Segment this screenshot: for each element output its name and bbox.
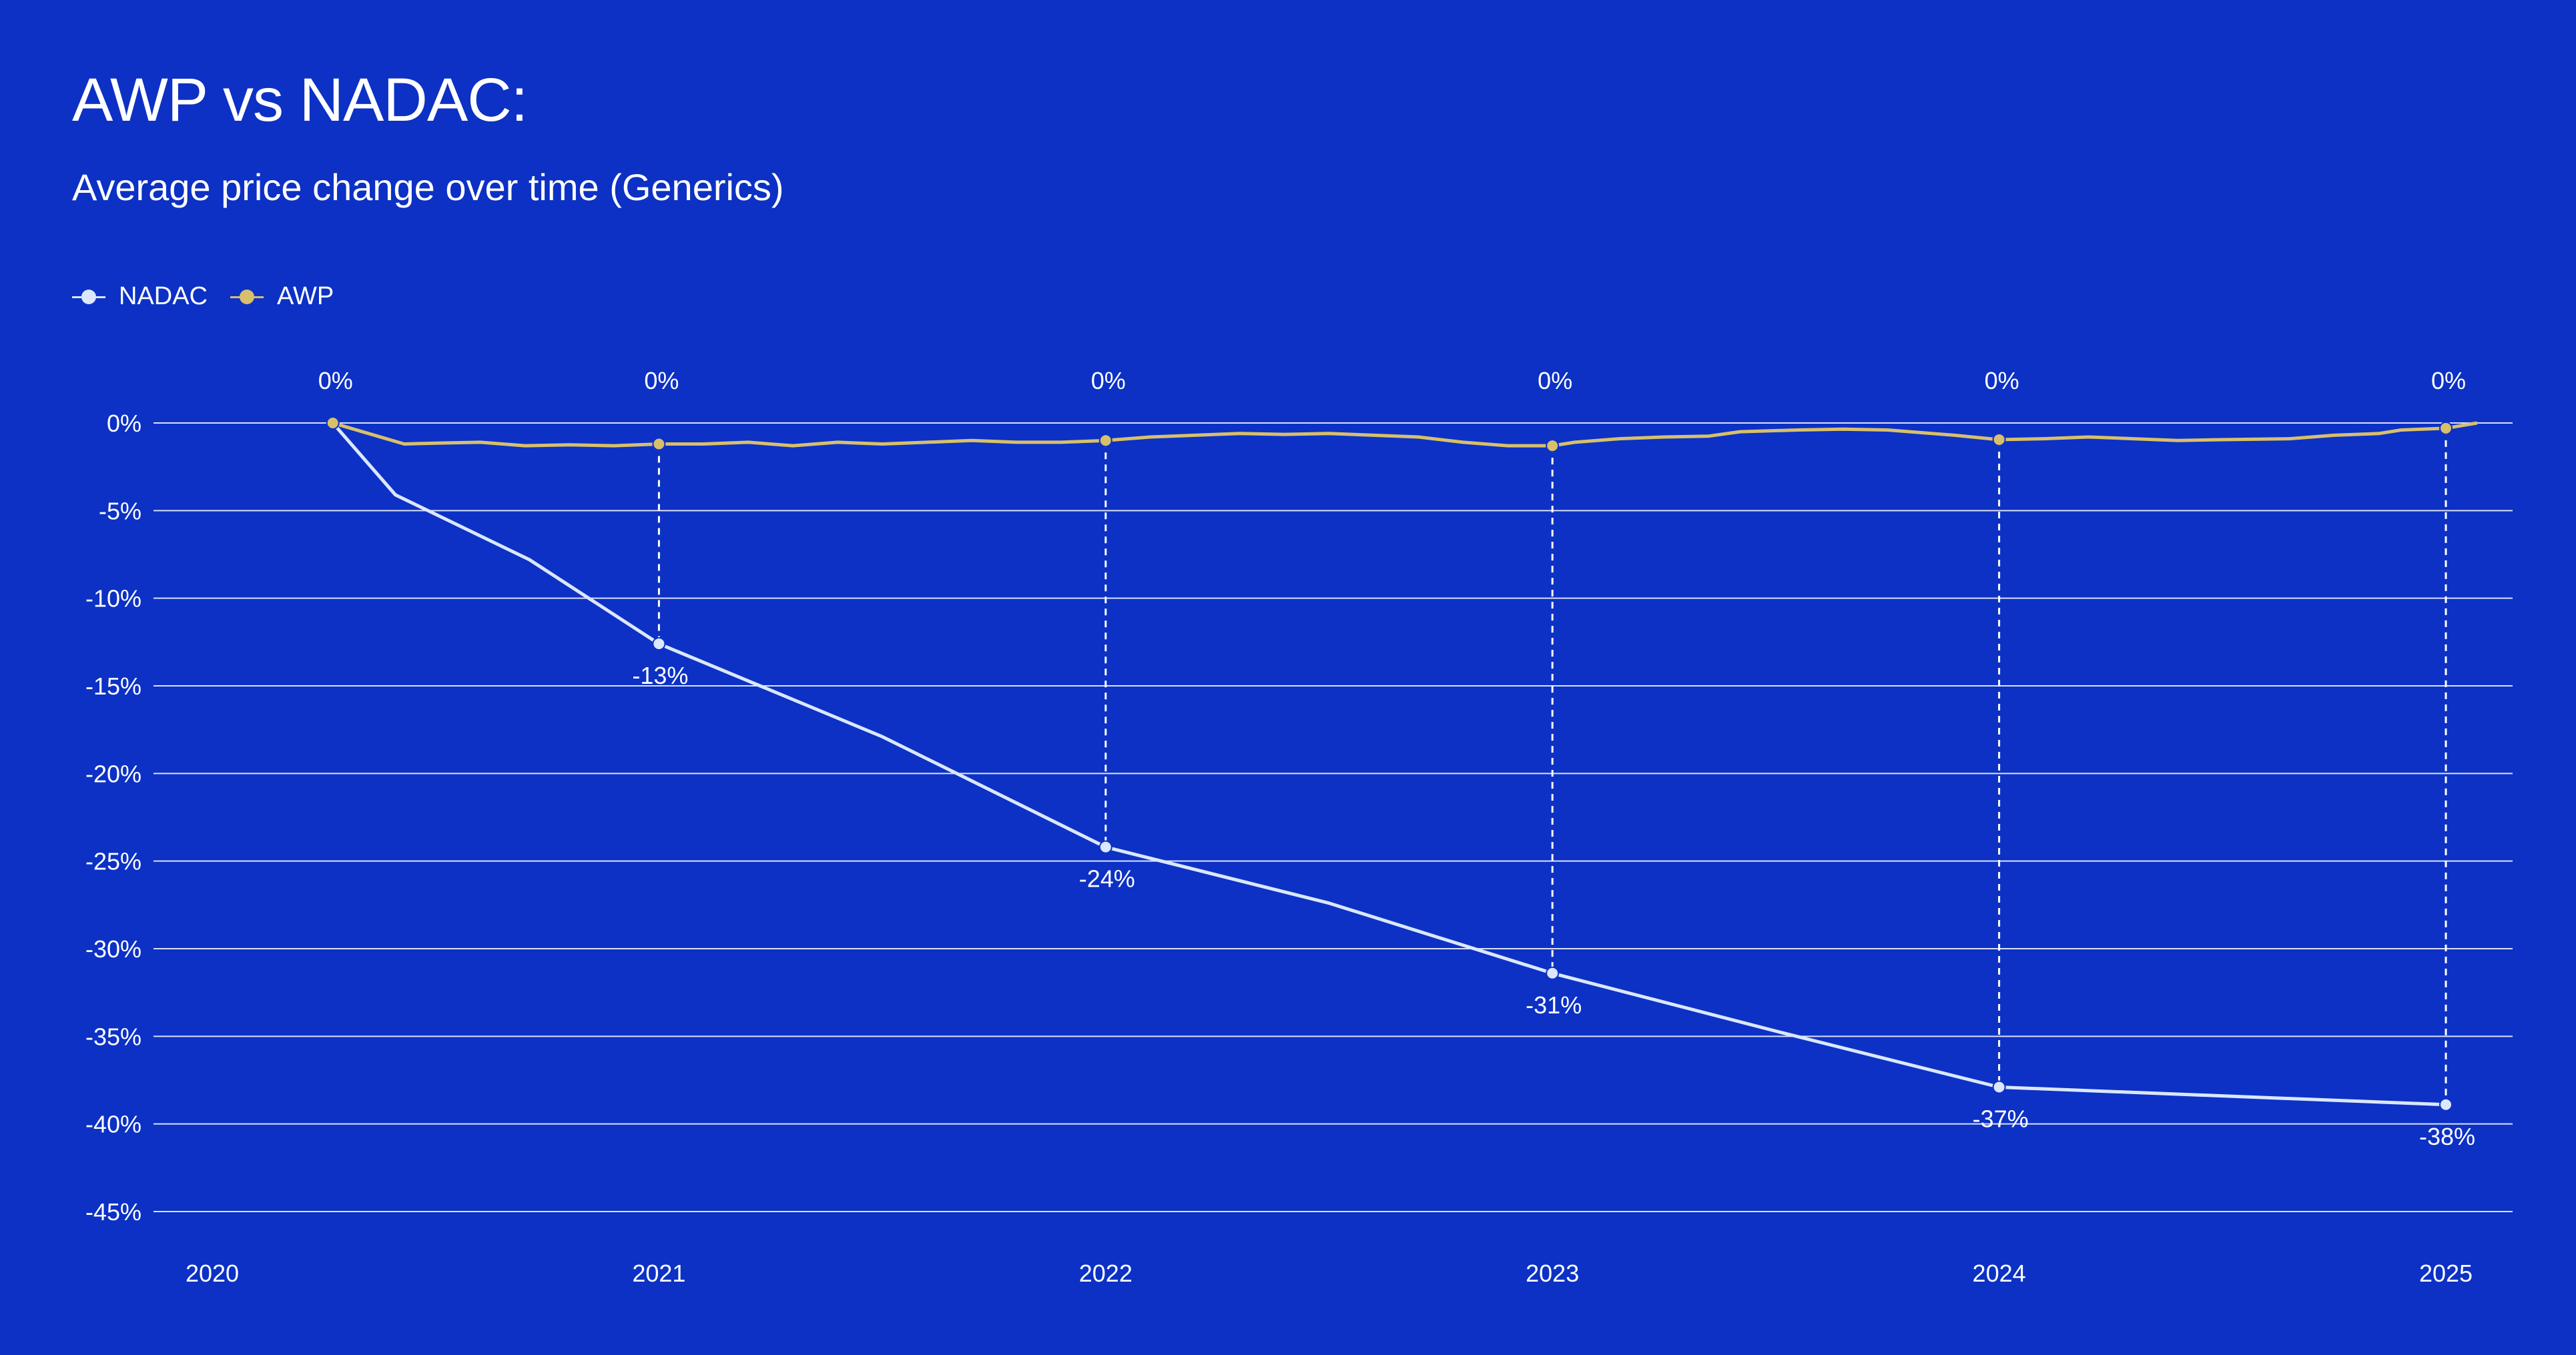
data-label-awp: 0% (1985, 367, 2019, 394)
data-label-nadac: -38% (2419, 1123, 2475, 1150)
legend-marker-nadac (72, 289, 105, 304)
series-line-nadac (331, 422, 2447, 1107)
y-tick-label: -35% (85, 1023, 141, 1050)
axis-layer: 0% -5% -10% -15% -20% -25% -30% -35% -40% -45% 202… (85, 410, 2473, 1287)
data-label-awp: 0% (644, 367, 679, 394)
series-line-awp (332, 421, 2478, 448)
x-tick-label: 2024 (1973, 1260, 2026, 1287)
y-tick-label: -45% (85, 1198, 141, 1226)
x-tick-label: 2023 (1526, 1260, 1579, 1287)
y-tick-label: 0% (107, 410, 141, 437)
label-layer: 0% 0% 0% 0% 0% 0% -13% -24% -31% -37% -38% (318, 367, 2475, 1150)
y-tick-label: -25% (85, 848, 141, 875)
chart-title: AWP vs NADAC: (72, 66, 528, 134)
y-tick-label: -40% (85, 1111, 141, 1138)
series-layer (326, 416, 2478, 1111)
legend-label-awp: AWP (277, 282, 334, 310)
grid-layer (153, 422, 2513, 1212)
guide-layer (657, 428, 2447, 1105)
y-tick-label: -30% (85, 935, 141, 963)
data-point-nadac (2439, 1097, 2453, 1111)
data-point-nadac (1098, 840, 1112, 854)
legend-item-awp[interactable]: AWP (230, 282, 334, 311)
legend-item-nadac[interactable]: NADAC (72, 282, 208, 311)
data-label-awp: 0% (1538, 367, 1572, 394)
x-tick-label: 2020 (186, 1260, 239, 1287)
data-point-awp (1098, 434, 1112, 448)
data-label-awp: 0% (318, 367, 353, 394)
data-point-nadac (652, 636, 666, 650)
legend-marker-awp (230, 289, 264, 304)
y-tick-label: -5% (99, 497, 141, 524)
data-label-nadac: -37% (1973, 1105, 2029, 1133)
data-point-awp (652, 437, 666, 451)
data-label-nadac: -24% (1079, 865, 1135, 893)
x-tick-label: 2022 (1079, 1260, 1133, 1287)
data-point-awp (1546, 439, 1560, 453)
data-label-nadac: -13% (632, 662, 688, 689)
y-tick-label: -10% (85, 585, 141, 612)
legend-label-nadac: NADAC (119, 282, 208, 310)
data-point-awp (2439, 421, 2453, 435)
chart-subtitle: Average price change over time (Generics… (72, 166, 784, 208)
y-tick-label: -20% (85, 760, 141, 787)
data-label-awp: 0% (2431, 367, 2466, 394)
data-label-nadac: -31% (1526, 991, 1582, 1019)
x-tick-label: 2021 (632, 1260, 685, 1287)
data-point-awp (1992, 432, 2006, 446)
data-point-nadac (1546, 966, 1560, 980)
data-point-awp (326, 416, 340, 430)
x-tick-label: 2025 (2419, 1260, 2473, 1287)
y-tick-label: -15% (85, 672, 141, 700)
chart-legend: NADAC AWP (72, 282, 356, 311)
data-point-nadac (1992, 1080, 2006, 1094)
data-label-awp: 0% (1091, 367, 1126, 394)
